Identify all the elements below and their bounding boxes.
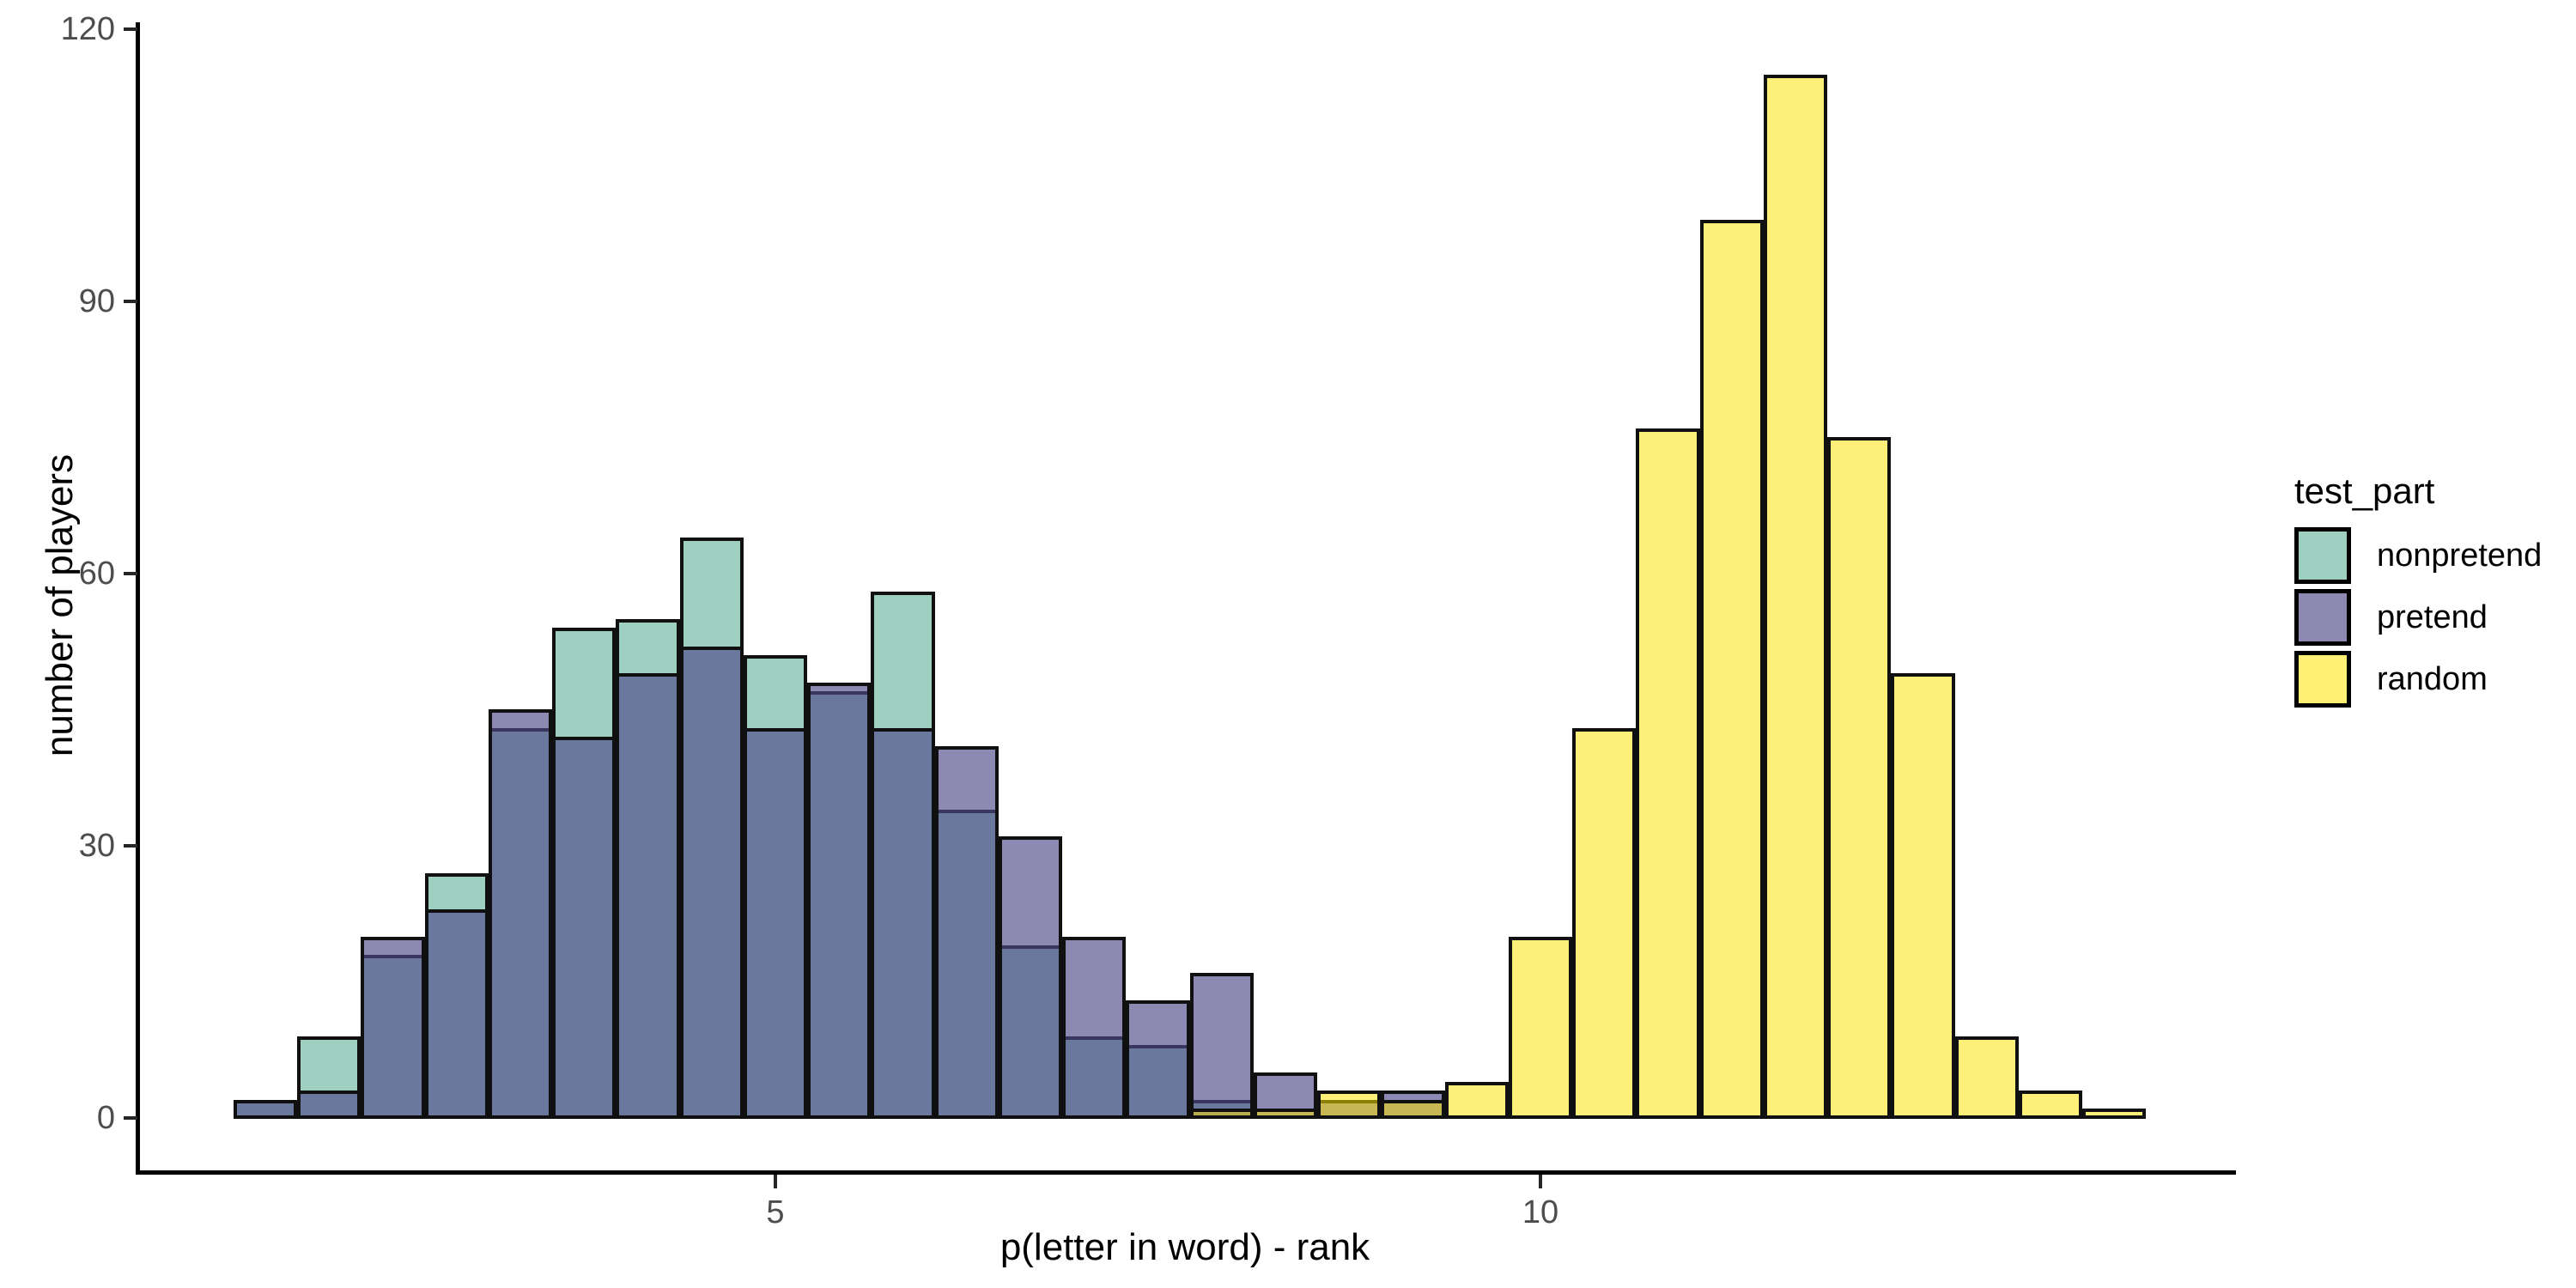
legend-entries: nonpretend pretend random [2294,527,2542,708]
legend-label: random [2377,661,2488,697]
bar-pretend [807,682,872,1119]
bar-random [1699,219,1764,1119]
bar-pretend [1189,972,1254,1119]
x-axis-line [136,1170,2236,1175]
bar-pretend [743,727,808,1119]
bar-random [1381,1099,1445,1119]
legend-entry: pretend [2294,589,2542,646]
legend-label: nonpretend [2377,538,2543,574]
bar-random [1636,428,1700,1119]
y-tick-label: 0 [96,1100,115,1136]
legend-label: pretend [2377,599,2488,635]
y-tick-mark [124,572,137,575]
bar-random [2082,1109,2147,1119]
x-tick-mark [774,1175,777,1188]
bar-random [1508,936,1573,1119]
y-axis-line [136,22,140,1175]
y-tick-mark [124,300,137,303]
legend-title: test_part [2294,471,2435,511]
y-tick-label: 90 [78,283,115,319]
legend-swatch-pretend [2294,589,2351,646]
legend-entry: nonpretend [2294,527,2542,584]
x-tick-label: 10 [1522,1194,1559,1230]
y-tick-label: 30 [78,828,115,864]
bar-pretend [1062,936,1127,1119]
y-axis-title: number of players [39,453,81,757]
legend-swatch-nonpretend [2294,527,2351,584]
bar-random [1891,673,1955,1119]
bar-pretend [297,1091,361,1119]
bar-pretend [679,646,744,1119]
bar-random [1444,1081,1509,1119]
bar-random [1763,74,1828,1119]
bar-random [1827,437,1892,1119]
x-tick-label: 5 [766,1194,785,1230]
y-tick-label: 60 [78,556,115,592]
bar-pretend [1126,999,1190,1119]
bar-random [1954,1036,2019,1119]
bar-pretend [424,908,489,1119]
y-tick-label: 120 [60,11,115,47]
bar-pretend [233,1099,298,1119]
x-axis-title: p(letter in word) - rank [999,1226,1370,1268]
bar-random [1253,1109,1318,1119]
bar-pretend [488,709,553,1119]
bar-random [1317,1091,1382,1119]
plot-panel [137,22,2236,1170]
bar-pretend [998,836,1063,1119]
legend-entry: random [2294,651,2542,708]
bar-pretend [871,727,935,1119]
y-tick-mark [124,1116,137,1120]
bar-pretend [552,737,617,1119]
bar-pretend [616,673,680,1119]
bar-random [2018,1091,2083,1119]
y-tick-mark [124,27,137,31]
bar-pretend [934,745,999,1119]
legend: test_part nonpretend pretend random [2294,471,2542,713]
bar-random [1572,727,1637,1119]
y-tick-mark [124,844,137,848]
bar-random [1189,1109,1254,1119]
x-tick-mark [1539,1175,1542,1188]
bar-pretend [361,936,425,1119]
legend-swatch-random [2294,651,2351,708]
